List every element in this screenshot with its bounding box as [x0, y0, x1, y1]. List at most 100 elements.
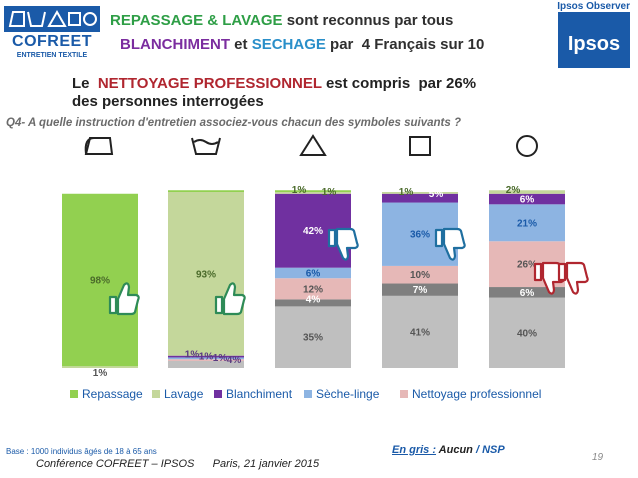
bar-segment-4-5 — [489, 190, 565, 194]
data-label-3-5: 41% — [410, 327, 430, 338]
title-lavage: LAVAGE — [222, 12, 283, 29]
legend-swatch — [70, 390, 78, 398]
legend-item: Lavage — [152, 387, 204, 401]
bar-segment-4-4 — [489, 193, 565, 205]
data-label-3-1: 5% — [429, 189, 444, 200]
bar-segment-3-0 — [382, 295, 458, 368]
data-label-3-0: 1% — [399, 187, 414, 198]
data-label-2-1: 1% — [322, 187, 337, 198]
data-label-2-2: 42% — [303, 226, 323, 237]
bar-segment-3-4 — [382, 193, 458, 203]
bar-segment-0-5 — [62, 366, 138, 368]
bar-segment-1-5 — [168, 192, 244, 356]
stacked-bar-chart: 98%1%93%1%1% 1% 1% 4%1% 1%42%6%12%4%35%1% 5%3… — [62, 134, 589, 401]
legend-swatch — [400, 390, 408, 398]
legend-item: Repassage — [70, 387, 143, 401]
washtub-symbol-icon — [191, 137, 221, 155]
bar-segment-4-0 — [489, 297, 565, 368]
legend-label: Blanchiment — [226, 387, 293, 401]
gris-prefix: En gris : — [392, 444, 437, 456]
data-label-4-3: 26% — [517, 260, 537, 271]
subtitle-le: Le — [72, 75, 98, 92]
data-label-0-0: 98% — [90, 276, 110, 287]
data-label-4-4: 6% — [520, 288, 535, 299]
legend-label: Nettoyage professionnel — [412, 387, 541, 401]
data-label-3-3: 10% — [410, 270, 430, 281]
legend-label: Repassage — [82, 387, 143, 401]
bar-segment-3-5 — [382, 192, 458, 194]
data-label-1-4: 1% — [213, 353, 228, 364]
page-number: 19 — [592, 452, 604, 463]
logo-subtitle: ENTRETIEN TEXTILE — [16, 52, 88, 59]
care-symbols-logo-icon — [4, 6, 100, 32]
legend-swatch — [152, 390, 160, 398]
gris-separator: / — [472, 444, 483, 456]
data-label-3-2: 36% — [410, 230, 430, 241]
data-label-2-5: 4% — [306, 294, 321, 305]
ipsos-observer-label: Ipsos Observer — [555, 0, 632, 13]
bar-segment-3-2 — [382, 265, 458, 284]
ipsos-logo: Ipsos — [558, 12, 630, 68]
data-label-1-3: 1% — [199, 351, 214, 362]
base-note: Base : 1000 individus âgés de 18 à 65 an… — [6, 447, 157, 456]
subtitle-line-2: des personnes interrogées — [72, 93, 264, 110]
bar-segment-2-0 — [275, 306, 351, 368]
bar-segment-3-1 — [382, 283, 458, 296]
title-repassage: REPASSAGE — [110, 12, 204, 29]
data-label-4-5: 40% — [517, 328, 537, 339]
data-label-4-0: 2% — [506, 185, 521, 196]
iron-symbol-icon — [84, 137, 114, 155]
thumbs-down-icon — [557, 261, 589, 295]
ipsos-logo-text: Ipsos — [568, 33, 620, 55]
title-blanchiment: BLANCHIMENT — [120, 36, 230, 53]
thumbs-up-icon — [108, 282, 140, 316]
title-et: et — [230, 36, 252, 53]
bar-segment-1-4 — [168, 355, 244, 358]
gris-value: Aucun — [438, 444, 473, 456]
thumbs-down-icon — [327, 227, 359, 261]
bar-segment-1-2 — [168, 359, 244, 361]
legend-item: Sèche-linge — [304, 387, 380, 401]
logo-name: COFREET — [12, 33, 92, 50]
legend-swatch — [214, 390, 222, 398]
data-label-2-4: 12% — [303, 284, 323, 295]
bar-segment-2-3 — [275, 267, 351, 279]
legend-label: Sèche-linge — [316, 387, 380, 401]
title-rest-2: par 4 Français sur 10 — [325, 36, 485, 53]
data-label-3-4: 7% — [413, 285, 428, 296]
data-label-1-1: 1% — [171, 176, 186, 187]
bar-segment-2-6 — [275, 190, 351, 192]
subtitle-rest: est compris par 26% — [321, 75, 477, 92]
bar-segment-2-2 — [275, 278, 351, 300]
square-symbol-icon — [409, 136, 431, 156]
cofreet-logo: COFREET ENTRETIEN TEXTILE — [4, 6, 100, 62]
conference-note: Conférence COFREET – IPSOS Paris, 21 jan… — [36, 458, 320, 470]
title-sechage: SECHAGE — [251, 36, 326, 53]
bar-segment-0-6 — [62, 193, 138, 367]
data-label-1-5: 4% — [227, 355, 242, 366]
legend-swatch — [304, 390, 312, 398]
data-label-4-2: 21% — [517, 218, 537, 229]
data-label-2-6: 35% — [303, 333, 323, 344]
title-line-1: REPASSAGE & LAVAGE sont reconnus par tou… — [110, 12, 453, 29]
legend-item: Blanchiment — [214, 387, 293, 401]
bar-segment-2-1 — [275, 299, 351, 307]
circle-symbol-icon — [516, 135, 538, 157]
title-line-2: BLANCHIMENT et SECHAGE par 4 Français su… — [120, 36, 484, 53]
subtitle-line-1: Le NETTOYAGE PROFESSIONNEL est compris p… — [72, 75, 476, 92]
data-label-1-2: 1% — [185, 350, 200, 361]
thumbs-up-icon — [214, 282, 246, 316]
data-label-2-0: 1% — [292, 185, 307, 196]
data-label-2-3: 6% — [306, 268, 321, 279]
subtitle-nettoyage: NETTOYAGE PROFESSIONNEL — [97, 75, 322, 92]
triangle-symbol-icon — [299, 134, 327, 156]
thumbs-down-icon — [434, 227, 466, 261]
legend-item: Nettoyage professionnel — [400, 387, 541, 401]
title-rest-1: sont reconnus par tous — [282, 12, 454, 29]
data-label-0-1: 1% — [93, 368, 108, 379]
legend-label: Lavage — [164, 387, 204, 401]
survey-question: Q4- A quelle instruction d'entretien ass… — [6, 117, 461, 129]
gris-nsp: NSP — [482, 444, 505, 456]
bar-segment-1-6 — [168, 190, 244, 192]
title-amp: & — [203, 12, 223, 29]
